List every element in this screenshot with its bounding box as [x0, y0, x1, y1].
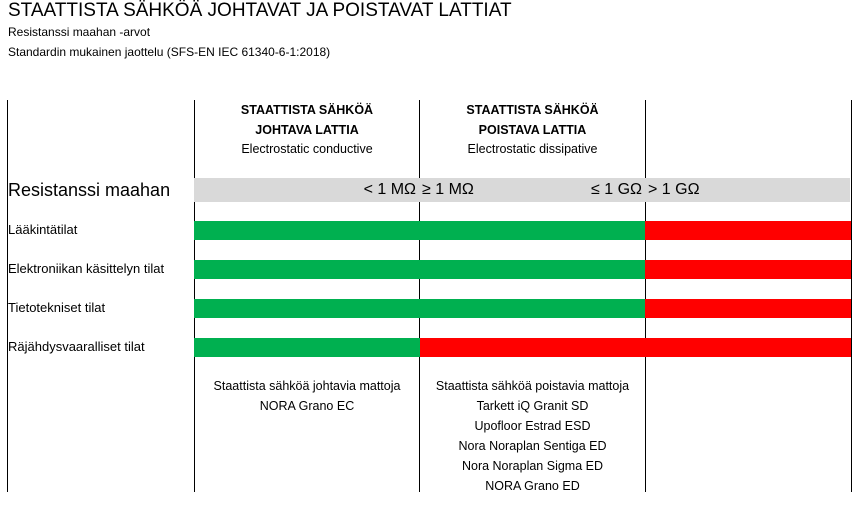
grid-line-1	[194, 100, 195, 492]
scale-gt-1g: > 1 GΩ	[648, 181, 700, 198]
grid-line-2	[419, 100, 420, 492]
grid-line-right	[851, 100, 852, 492]
note-line: Tarkett iQ Granit SD	[476, 399, 589, 413]
grid-line-3	[645, 100, 646, 492]
cell-not-allowed	[645, 338, 851, 357]
cell-allowed	[194, 338, 420, 357]
subtitle-standard: Standardin mukainen jaottelu (SFS-EN IEC…	[8, 45, 331, 59]
cell-allowed	[194, 221, 420, 240]
note-line: Nora Noraplan Sigma ED	[461, 459, 604, 473]
note-line: Staattista sähköä poistavia mattoja	[435, 379, 630, 393]
notes-conductive: Staattista sähköä johtavia mattoja NORA G…	[195, 376, 419, 416]
cell-allowed	[420, 299, 645, 318]
cell-allowed	[420, 221, 645, 240]
cell-allowed	[420, 260, 645, 279]
note-line: Upofloor Estrad ESD	[474, 419, 591, 433]
scale-le-1g: ≤ 1 GΩ	[591, 181, 642, 198]
column-header-line1: STAATTISTA SÄHKÖÄ	[466, 103, 599, 117]
page-title: STAATTISTA SÄHKÖÄ JOHTAVAT JA POISTAVAT …	[8, 0, 512, 21]
note-line: NORA Grano ED	[485, 479, 580, 493]
cell-allowed	[194, 299, 420, 318]
row-label: Räjähdysvaaralliset tilat	[8, 339, 145, 354]
cell-not-allowed	[420, 338, 645, 357]
cell-not-allowed	[645, 299, 851, 318]
column-header-conductive: STAATTISTA SÄHKÖÄ JOHTAVA LATTIA Electro…	[195, 101, 419, 160]
row-label: Elektroniikan käsittelyn tilat	[8, 261, 165, 276]
column-header-dissipative: STAATTISTA SÄHKÖÄ POISTAVA LATTIA Electr…	[420, 101, 645, 160]
column-header-line1: STAATTISTA SÄHKÖÄ	[240, 103, 374, 117]
grid-line-left	[7, 100, 8, 492]
resistance-band	[194, 178, 850, 202]
note-line: NORA Grano EC	[259, 399, 355, 413]
column-header-english: Electrostatic conductive	[241, 142, 373, 156]
row-label: Tietotekniset tilat	[8, 300, 106, 315]
column-header-line2: POISTAVA LATTIA	[478, 122, 587, 137]
scale-ge-1m: ≥ 1 MΩ	[422, 181, 474, 198]
cell-allowed	[194, 260, 420, 279]
cell-not-allowed	[645, 221, 851, 240]
resistance-label: Resistanssi maahan	[8, 180, 171, 200]
cell-not-allowed	[645, 260, 851, 279]
column-header-english: Electrostatic dissipative	[467, 142, 598, 156]
scale-lt-1m: < 1 MΩ	[363, 181, 416, 198]
column-header-line2: JOHTAVA LATTIA	[255, 122, 359, 137]
note-line: Staattista sähköä johtavia mattoja	[213, 379, 401, 393]
subtitle-resistance: Resistanssi maahan -arvot	[8, 25, 151, 39]
notes-dissipative: Staattista sähköä poistavia mattoja Tarke…	[420, 376, 645, 496]
note-line: Nora Noraplan Sentiga ED	[458, 439, 607, 453]
row-label: Lääkintätilat	[8, 222, 78, 237]
